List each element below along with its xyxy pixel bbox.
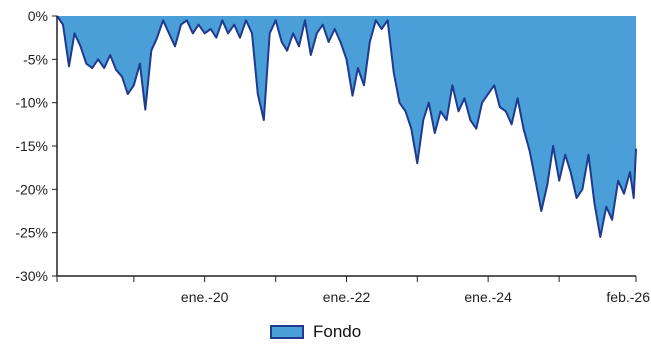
y-tick-label: -10% [15, 95, 48, 111]
y-axis-ticks: 0% -5% -10% -15% -20% -25% -30% [15, 8, 57, 284]
plot-area [56, 15, 637, 238]
legend-swatch-fondo [270, 325, 304, 339]
legend: Fondo [270, 322, 361, 342]
y-tick-label: -5% [23, 51, 48, 67]
legend-label-fondo: Fondo [313, 322, 362, 341]
y-tick-label: -15% [15, 138, 48, 154]
y-tick-label: -20% [15, 181, 48, 197]
y-tick-label: 0% [28, 8, 48, 24]
x-tick-label: ene.-22 [323, 289, 371, 305]
x-tick-label: ene.-20 [181, 289, 229, 305]
y-tick-label: -30% [15, 268, 48, 284]
area-fill-series-0 [57, 16, 636, 237]
x-axis-ticks: ene.-20 ene.-22 ene.-24 feb.-26 [56, 276, 650, 305]
area-line-series-0 [56, 15, 637, 238]
x-tick-label: feb.-26 [606, 289, 650, 305]
y-tick-label: -25% [15, 225, 48, 241]
x-tick-label: ene.-24 [464, 289, 512, 305]
